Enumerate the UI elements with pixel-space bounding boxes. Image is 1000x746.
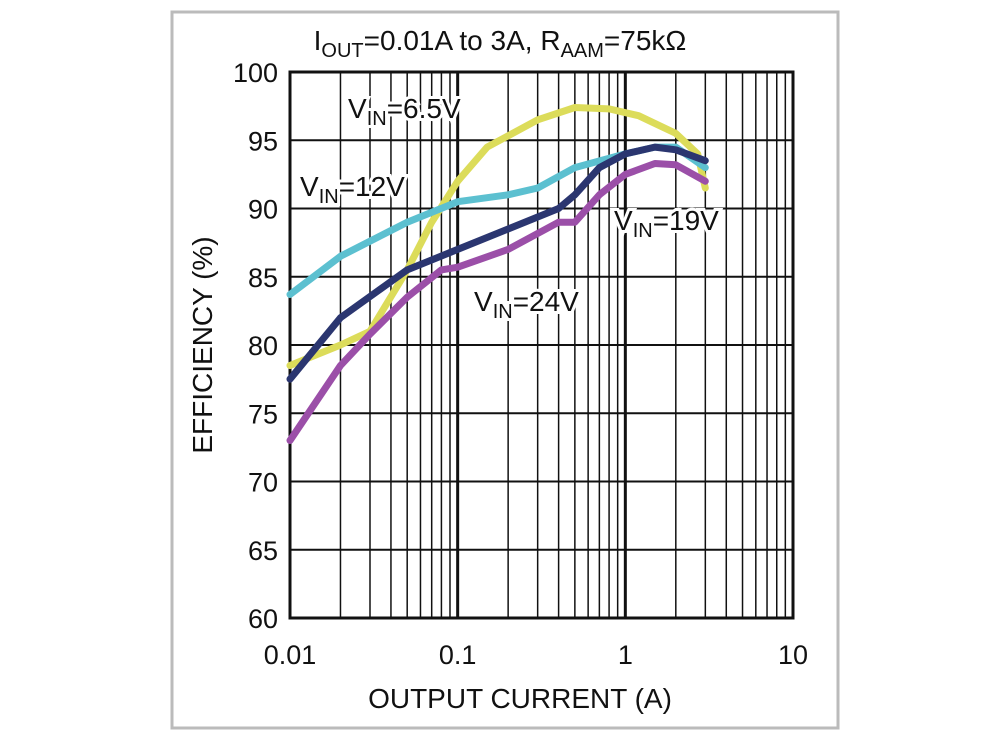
- x-tick-label: 1: [618, 640, 633, 670]
- y-tick-label: 65: [248, 536, 278, 566]
- x-tick-label: 10: [778, 640, 808, 670]
- series-label: VIN=12V: [300, 171, 405, 208]
- series-label: VIN=6.5V: [348, 93, 461, 130]
- y-axis-label: EFFICIENCY (%): [187, 236, 218, 453]
- title-part: =75kΩ: [604, 25, 686, 56]
- y-tick-label: 75: [248, 399, 278, 429]
- title-subscript: AAM: [561, 40, 604, 62]
- series-line: [286, 104, 709, 369]
- title-part: =0.01A to 3A, R: [364, 25, 561, 56]
- y-tick-label: 90: [248, 195, 278, 225]
- series-line: [286, 160, 709, 444]
- title-subscript: OUT: [321, 40, 363, 62]
- chart-title: IOUT=0.01A to 3A, RAAM=75kΩ: [314, 25, 687, 62]
- series-label: VIN=19V: [614, 205, 719, 242]
- series-label: VIN=24V: [474, 286, 579, 323]
- y-tick-label: 85: [248, 263, 278, 293]
- x-tick-label: 0.01: [264, 640, 317, 670]
- y-tick-label: 95: [248, 126, 278, 156]
- y-tick-label: 60: [248, 604, 278, 634]
- y-tick-label: 100: [233, 58, 278, 88]
- y-tick-label: 80: [248, 331, 278, 361]
- title-part: I: [314, 25, 322, 56]
- x-axis-label: OUTPUT CURRENT (A): [368, 683, 672, 714]
- x-tick-label: 0.1: [439, 640, 477, 670]
- y-tick-label: 70: [248, 468, 278, 498]
- series-line: [286, 143, 709, 383]
- plot-border: [288, 70, 795, 620]
